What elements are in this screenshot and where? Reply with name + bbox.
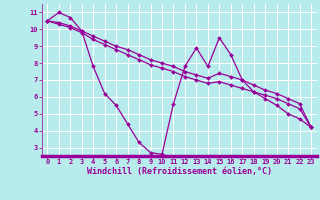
X-axis label: Windchill (Refroidissement éolien,°C): Windchill (Refroidissement éolien,°C) xyxy=(87,167,272,176)
